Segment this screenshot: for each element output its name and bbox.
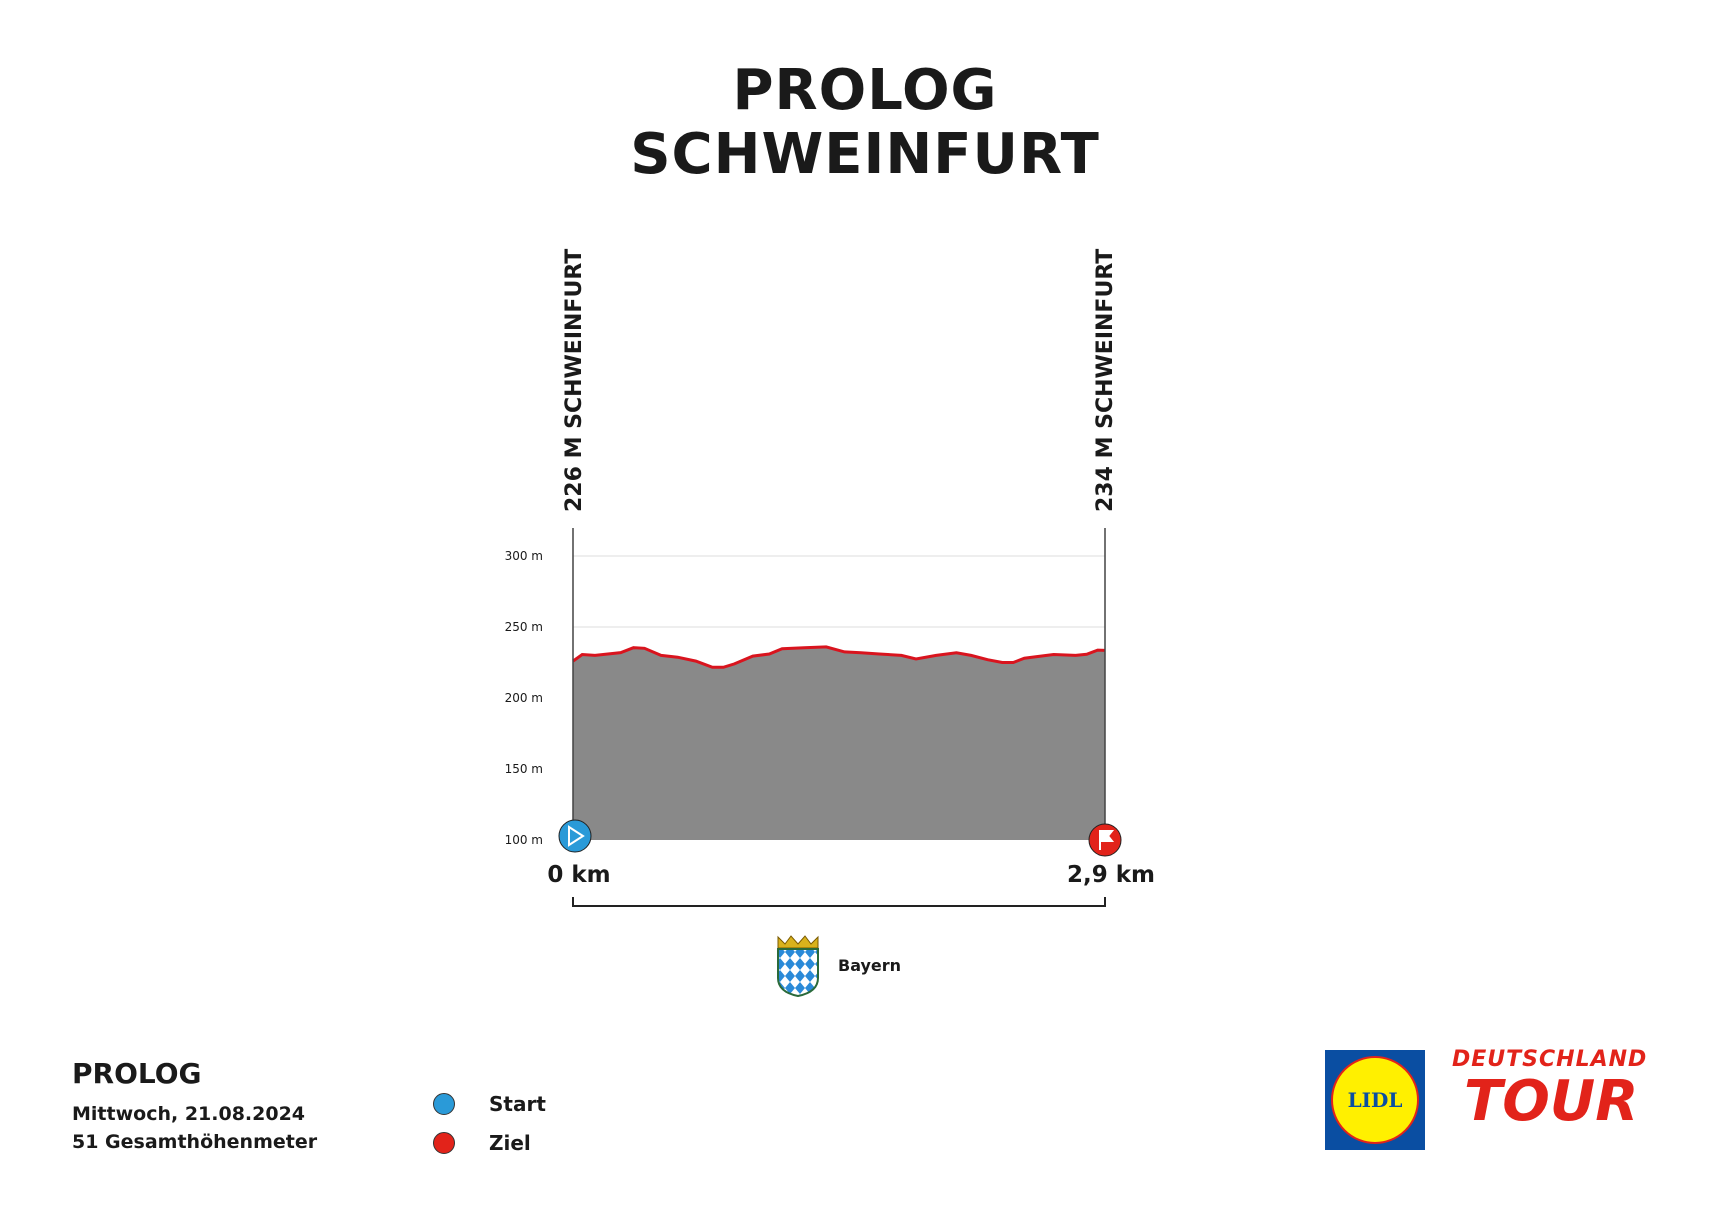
stage-city: SCHWEINFURT [630,122,1100,187]
lidl-logo: LIDL [1325,1050,1425,1150]
legend-finish-label: Ziel [489,1131,531,1155]
deutschland-tour-logo: DEUTSCHLAND TOUR [1452,1047,1648,1134]
footer-stage-title: PROLOG [72,1057,202,1090]
finish-flag-icon [1088,823,1122,857]
footer-date: Mittwoch, 21.08.2024 [72,1103,306,1125]
footer-elevation-gain: 51 Gesamthöhenmeter [72,1131,318,1153]
distance-bracket [572,897,1106,907]
x-tick-label: 0 km [547,862,610,888]
y-tick-label: 250 m [505,620,543,634]
y-tick-label: 100 m [505,833,543,847]
elevation-area [573,646,1105,840]
y-tick-label: 200 m [505,691,543,705]
stage-title: PROLOG [732,58,998,123]
start-icon [558,819,592,853]
region-label: Bayern [838,956,902,975]
bavaria-crest-icon [777,935,819,998]
elevation-line [572,645,1106,669]
y-tick-label: 300 m [505,549,543,563]
legend-finish-icon [433,1132,455,1154]
x-tick-label: 2,9 km [1067,862,1155,888]
legend-start-icon [433,1093,455,1115]
y-tick-label: 150 m [505,762,543,776]
legend-start-label: Start [489,1092,546,1116]
